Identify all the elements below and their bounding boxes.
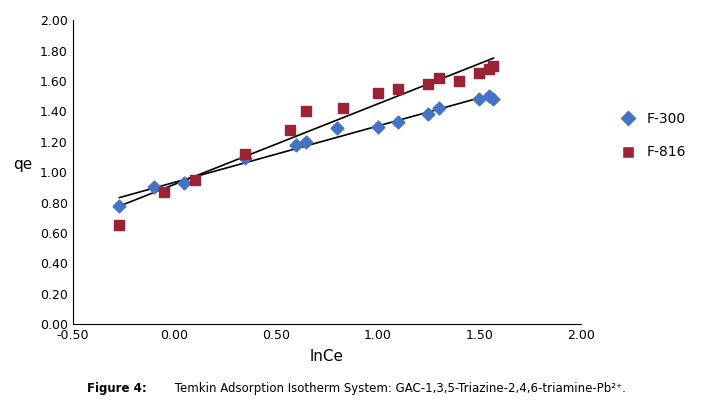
Legend: F-300, F-816: F-300, F-816: [608, 107, 692, 165]
Point: [473, 70, 485, 77]
Point: [392, 119, 404, 125]
Point: [488, 62, 499, 69]
Point: [113, 222, 125, 228]
Point: [240, 151, 251, 157]
Point: [189, 177, 200, 183]
Point: [337, 105, 348, 111]
Point: [423, 111, 434, 118]
Text: Temkin Adsorption Isotherm System: GAC-1,3,5-Triazine-2,4,6-triamine-Pb²⁺.: Temkin Adsorption Isotherm System: GAC-1…: [171, 382, 626, 395]
Point: [240, 155, 251, 162]
Point: [158, 189, 170, 195]
Point: [433, 75, 444, 81]
Point: [473, 96, 485, 102]
Point: [488, 96, 499, 102]
Point: [331, 125, 343, 131]
Point: [433, 105, 444, 111]
Point: [484, 66, 495, 72]
Point: [372, 123, 383, 130]
Point: [392, 85, 404, 92]
Point: [301, 108, 312, 115]
Y-axis label: qe: qe: [14, 157, 33, 172]
Point: [290, 142, 302, 148]
Point: [285, 126, 296, 133]
Point: [179, 179, 190, 186]
Point: [113, 202, 125, 209]
Point: [372, 90, 383, 96]
Point: [301, 139, 312, 145]
Point: [453, 78, 465, 84]
Point: [423, 81, 434, 87]
Text: Figure 4:: Figure 4:: [87, 382, 147, 395]
Point: [148, 184, 160, 191]
X-axis label: lnCe: lnCe: [310, 349, 343, 364]
Point: [484, 93, 495, 100]
